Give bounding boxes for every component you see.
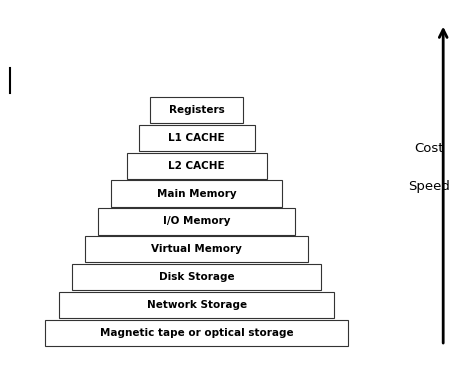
Text: Magnetic tape or optical storage: Magnetic tape or optical storage — [100, 328, 293, 338]
Text: Cost: Cost — [414, 142, 444, 155]
FancyBboxPatch shape — [85, 236, 308, 262]
Text: Main Memory: Main Memory — [157, 188, 237, 199]
FancyBboxPatch shape — [59, 292, 334, 318]
FancyBboxPatch shape — [151, 97, 243, 123]
Text: Disk Storage: Disk Storage — [159, 272, 235, 282]
Text: Registers: Registers — [169, 105, 225, 115]
FancyBboxPatch shape — [138, 125, 255, 151]
Text: Network Storage: Network Storage — [146, 300, 247, 310]
Text: L1 CACHE: L1 CACHE — [168, 133, 225, 143]
FancyBboxPatch shape — [127, 153, 266, 179]
FancyBboxPatch shape — [45, 320, 348, 346]
Text: Speed: Speed — [408, 180, 450, 193]
FancyBboxPatch shape — [111, 180, 282, 207]
FancyBboxPatch shape — [98, 208, 295, 235]
Text: L2 CACHE: L2 CACHE — [168, 161, 225, 171]
Text: Virtual Memory: Virtual Memory — [151, 244, 242, 254]
FancyBboxPatch shape — [72, 264, 321, 290]
Text: I/O Memory: I/O Memory — [163, 216, 230, 227]
